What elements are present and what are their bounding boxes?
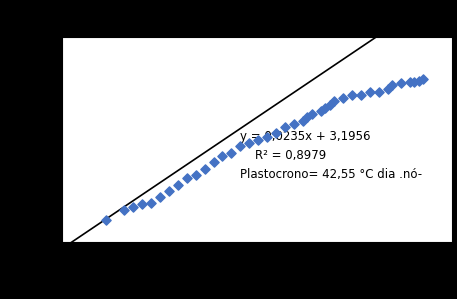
- Point: [147, 200, 154, 205]
- Point: [330, 99, 338, 104]
- Point: [219, 153, 226, 158]
- Point: [255, 137, 262, 142]
- Point: [340, 96, 347, 100]
- Point: [303, 115, 311, 120]
- Point: [326, 102, 333, 107]
- Point: [263, 134, 271, 139]
- Point: [282, 125, 289, 129]
- Point: [272, 131, 280, 136]
- Point: [420, 77, 427, 81]
- Point: [228, 150, 235, 155]
- Point: [103, 217, 110, 222]
- Point: [156, 195, 164, 200]
- Point: [411, 80, 418, 85]
- Point: [406, 80, 414, 85]
- Point: [290, 121, 298, 126]
- Point: [366, 89, 373, 94]
- Point: [348, 93, 356, 97]
- Point: [192, 173, 199, 177]
- Point: [245, 141, 253, 145]
- Point: [129, 205, 137, 209]
- Title: EMBRAPA - 122 $^{MS}$: EMBRAPA - 122 $^{MS}$: [151, 9, 363, 34]
- Text: y = 0,0235x + 3,1956
    R² = 0,8979
Plastocrono= 42,55 °C dia .nó-: y = 0,0235x + 3,1956 R² = 0,8979 Plastoc…: [240, 130, 422, 181]
- Point: [183, 176, 191, 181]
- Point: [388, 83, 396, 88]
- Point: [165, 189, 173, 193]
- Point: [415, 79, 423, 83]
- Point: [174, 182, 181, 187]
- Point: [201, 166, 208, 171]
- Point: [299, 118, 307, 123]
- Point: [138, 202, 146, 206]
- Point: [398, 81, 405, 86]
- Point: [322, 105, 329, 110]
- Point: [121, 208, 128, 213]
- Point: [317, 109, 324, 113]
- Point: [384, 86, 391, 91]
- Point: [210, 160, 217, 164]
- Point: [357, 93, 365, 97]
- Point: [308, 112, 315, 117]
- Point: [237, 144, 244, 149]
- Point: [375, 89, 383, 94]
